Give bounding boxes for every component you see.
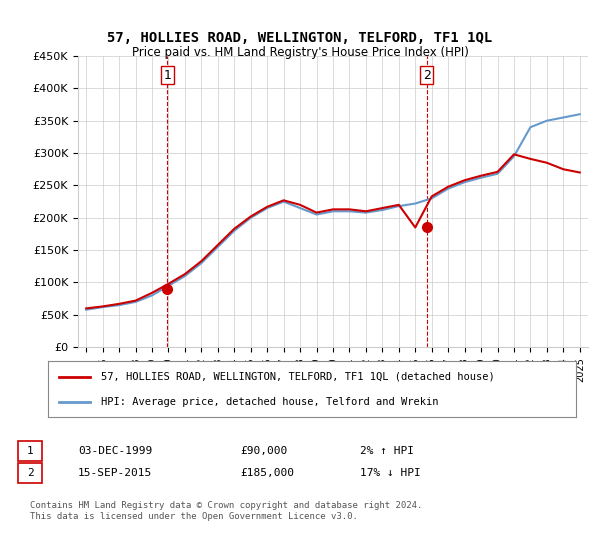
Text: £185,000: £185,000 bbox=[240, 468, 294, 478]
Text: 1: 1 bbox=[26, 446, 34, 456]
Text: 57, HOLLIES ROAD, WELLINGTON, TELFORD, TF1 1QL: 57, HOLLIES ROAD, WELLINGTON, TELFORD, T… bbox=[107, 31, 493, 45]
Text: 15-SEP-2015: 15-SEP-2015 bbox=[78, 468, 152, 478]
Text: 03-DEC-1999: 03-DEC-1999 bbox=[78, 446, 152, 456]
Text: 1: 1 bbox=[163, 69, 171, 82]
Text: 2: 2 bbox=[423, 69, 431, 82]
Text: £90,000: £90,000 bbox=[240, 446, 287, 456]
Text: 57, HOLLIES ROAD, WELLINGTON, TELFORD, TF1 1QL (detached house): 57, HOLLIES ROAD, WELLINGTON, TELFORD, T… bbox=[101, 372, 494, 382]
Text: HPI: Average price, detached house, Telford and Wrekin: HPI: Average price, detached house, Telf… bbox=[101, 396, 438, 407]
Text: 2: 2 bbox=[26, 468, 34, 478]
Text: 2% ↑ HPI: 2% ↑ HPI bbox=[360, 446, 414, 456]
Text: Contains HM Land Registry data © Crown copyright and database right 2024.
This d: Contains HM Land Registry data © Crown c… bbox=[30, 501, 422, 521]
Text: Price paid vs. HM Land Registry's House Price Index (HPI): Price paid vs. HM Land Registry's House … bbox=[131, 46, 469, 59]
Text: 17% ↓ HPI: 17% ↓ HPI bbox=[360, 468, 421, 478]
